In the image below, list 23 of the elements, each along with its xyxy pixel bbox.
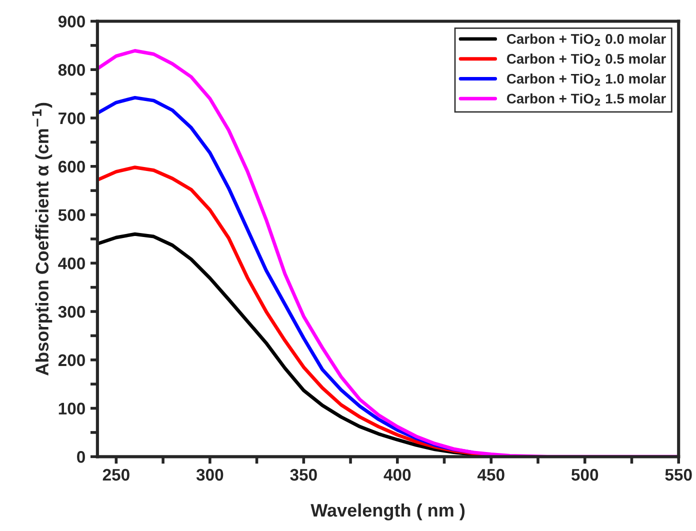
x-tick-label: 400 xyxy=(384,468,411,481)
legend-label: Carbon + TiO$_{2}$ 1.5 molar xyxy=(506,93,666,106)
y-tick-label: 700 xyxy=(58,112,85,124)
x-tick-label: 250 xyxy=(102,468,130,481)
y-tick-label: 400 xyxy=(58,258,85,270)
y-tick-label: 900 xyxy=(58,16,85,28)
x-tick-label: 350 xyxy=(290,468,317,481)
y-tick-label: 300 xyxy=(58,306,85,318)
x-tick-label: 300 xyxy=(196,468,224,481)
x-tick-label: 450 xyxy=(477,468,504,481)
legend-label: Carbon + TiO$_{2}$ 1.0 molar xyxy=(506,73,666,86)
legend-label: Carbon + TiO$_{2}$ 0.5 molar xyxy=(506,54,666,66)
y-tick-label: 800 xyxy=(58,64,85,76)
y-axis-title: Absorption Coefficient α (cm$^{−1}$) xyxy=(32,102,52,376)
x-tick-label: 500 xyxy=(571,468,598,481)
legend-label: Carbon + TiO$_{2}$ 0.0 molar xyxy=(506,34,666,46)
y-tick-label: 100 xyxy=(58,402,85,414)
y-tick-label: 600 xyxy=(58,160,85,173)
x-tick-label: 550 xyxy=(665,468,692,481)
y-tick-label: 0 xyxy=(77,451,85,463)
y-tick-label: 500 xyxy=(58,209,85,221)
y-tick-label: 200 xyxy=(58,354,85,366)
x-axis-title: Wavelength ( nm ) xyxy=(310,503,465,520)
